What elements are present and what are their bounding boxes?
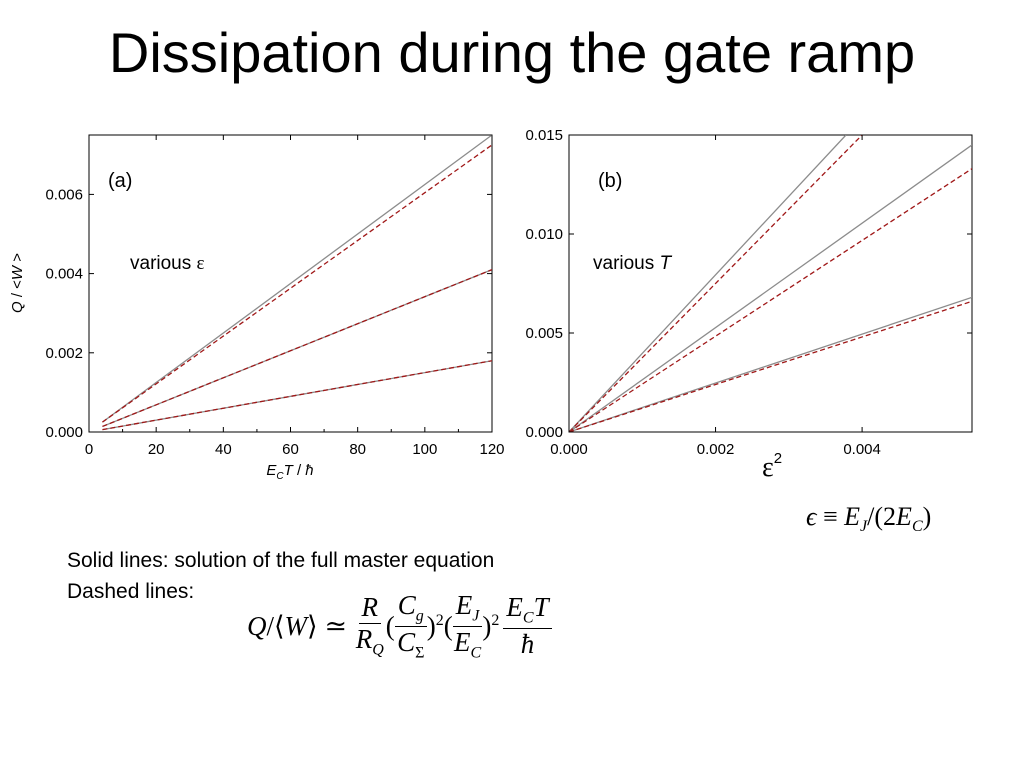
xtick-label-a-3: 60 [282, 441, 299, 458]
xtick-label-b-0: 0.000 [550, 441, 588, 458]
frac-c: Cg CΣ [394, 590, 427, 662]
ytick-label-b-2: 0.010 [525, 226, 563, 243]
ytick-label-a-1: 0.002 [45, 345, 83, 362]
ytick-label-b-3: 0.015 [525, 127, 563, 144]
ticks-group-b: 0.000 0.002 0.004 0.000 0.005 0.010 0.015 [525, 127, 972, 458]
ytick-label-a-0: 0.000 [45, 424, 83, 441]
xtick-label-b-2: 0.004 [843, 441, 881, 458]
series-line-b-3-dashed [569, 168, 972, 432]
xlabel-b: ε2 [762, 450, 782, 483]
series-group-b [569, 135, 972, 432]
xtick-label-a-6: 120 [479, 441, 504, 458]
annotation-a-text: various [130, 253, 197, 274]
annotation-a: various ε [130, 253, 205, 274]
xtick-label-a-2: 40 [215, 441, 232, 458]
series-line-b-0-solid [569, 135, 847, 432]
epsilon-definition: ϵ ≡ EJ/(2EC) [806, 502, 932, 536]
ytick-label-a-3: 0.006 [45, 186, 83, 203]
xlabel-a: ECT / ħ [266, 462, 313, 482]
panel-label-b: (b) [598, 170, 622, 192]
ylabel-a: Q / <W > [9, 253, 26, 313]
xtick-label-b-1: 0.002 [697, 441, 735, 458]
xtick-label-a-4: 80 [349, 441, 366, 458]
series-line-b-4-solid [569, 296, 972, 432]
caption-solid: Solid lines: solution of the full master… [67, 549, 495, 572]
annotation-b: various T [593, 253, 673, 274]
xtick-label-a-5: 100 [412, 441, 437, 458]
series-line-a-3-dashed [102, 269, 492, 428]
xtick-label-a-0: 0 [85, 441, 93, 458]
frac-t: ECT ħ [503, 592, 552, 659]
xtick-label-a-1: 20 [148, 441, 165, 458]
panel-label-a: (a) [108, 170, 132, 192]
ytick-label-b-0: 0.000 [525, 424, 563, 441]
caption-dashed: Dashed lines: [67, 580, 195, 603]
frac-r: R RQ [355, 592, 384, 659]
plot-frame-b [568, 134, 973, 433]
slide-title: Dissipation during the gate ramp [108, 21, 916, 84]
ytick-label-b-1: 0.005 [525, 325, 563, 342]
series-line-a-0-solid [102, 135, 492, 423]
series-line-b-5-dashed [569, 300, 972, 432]
frac-e: EJ EC [452, 590, 483, 661]
series-group-a [102, 135, 492, 431]
series-line-b-1-dashed [569, 135, 863, 432]
epsilon-symbol: ε [197, 253, 205, 274]
series-line-a-1-dashed [102, 144, 492, 423]
ticks-group-a: 0 20 40 60 80 100 120 0.000 0.002 0.004 0.006 [45, 135, 505, 458]
series-line-a-5-dashed [102, 360, 492, 431]
series-line-b-2-solid [569, 144, 972, 432]
ytick-label-a-2: 0.004 [45, 266, 83, 283]
formula: Q/⟨ W ⟩ ≃ R RQ ( Cg CΣ )2( EJ EC )2 ECT ħ [247, 586, 552, 666]
